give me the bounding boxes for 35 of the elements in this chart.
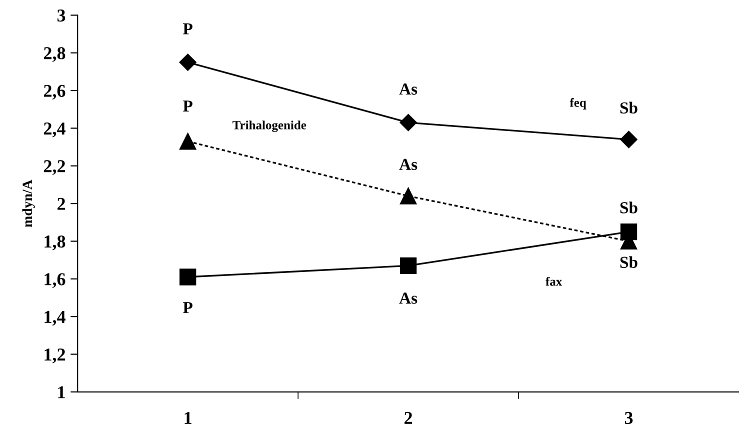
x-tick-label: 3 (624, 412, 633, 424)
point (400, 188, 417, 204)
annotation: P (183, 23, 192, 34)
point (400, 114, 417, 132)
y-tick-label: 1,2 (44, 348, 66, 364)
annotation: feq (570, 98, 586, 110)
y-tick-label: 2,4 (44, 122, 66, 138)
y-tick-label: 1 (58, 386, 65, 398)
y-tick-label: 2,2 (44, 160, 66, 175)
y-tick-label: 2,6 (44, 84, 66, 100)
point (400, 257, 417, 274)
point (620, 130, 638, 148)
x-tick-label: 1 (184, 412, 192, 424)
y-tick-label: 1,8 (44, 235, 66, 250)
annotation: Sb (620, 256, 638, 268)
point (620, 223, 638, 240)
x-tick-label: 2 (404, 412, 412, 424)
annotation: P (183, 100, 192, 112)
point (179, 54, 196, 71)
point (179, 133, 196, 150)
annotation: As (399, 158, 418, 170)
y-tick-label: 2,8 (44, 47, 66, 62)
y-tick-label: 1,6 (44, 273, 66, 288)
annotation: As (399, 84, 418, 95)
annotation: Sb (620, 202, 638, 214)
y-tick-label: 3 (57, 10, 66, 22)
y-tick-label: 1,4 (44, 310, 66, 326)
y-axis-title: mdyn/A (22, 180, 35, 228)
annotation: Sb (620, 102, 638, 114)
annotation: Trihalogenide (232, 120, 306, 132)
y-tick-label: 2 (58, 198, 66, 210)
annotation: fax (546, 276, 562, 286)
annotation: As (399, 292, 418, 304)
point (179, 268, 196, 286)
annotation: P (183, 302, 192, 314)
